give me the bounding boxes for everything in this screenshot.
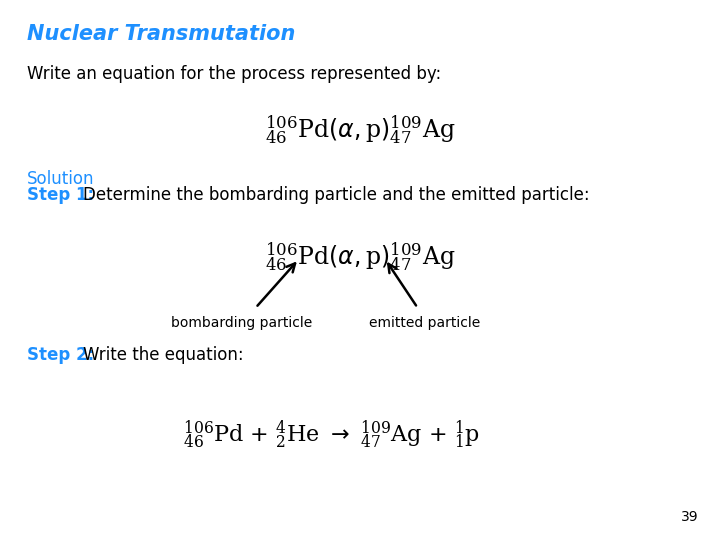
Text: Step 2:: Step 2: [27, 346, 94, 363]
Text: $\mathregular{^{106}_{46}}$Pd$(\alpha,$p$)\mathregular{^{109}_{47}}$Ag: $\mathregular{^{106}_{46}}$Pd$(\alpha,$p… [265, 113, 455, 146]
Text: emitted particle: emitted particle [369, 316, 480, 330]
Text: Write an equation for the process represented by:: Write an equation for the process repres… [27, 65, 441, 83]
Text: Write the equation:: Write the equation: [83, 346, 243, 363]
Text: 39: 39 [681, 510, 698, 524]
Text: Solution: Solution [27, 170, 95, 188]
Text: Nuclear Transmutation: Nuclear Transmutation [27, 24, 296, 44]
Text: $\mathregular{^{106}_{46}}$Pd $+$ $\mathregular{^{4}_{2}}$He $\rightarrow$ $\mat: $\mathregular{^{106}_{46}}$Pd $+$ $\math… [183, 418, 480, 451]
Text: Step 1:: Step 1: [27, 186, 94, 204]
Text: bombarding particle: bombarding particle [171, 316, 312, 330]
Text: Determine the bombarding particle and the emitted particle:: Determine the bombarding particle and th… [83, 186, 590, 204]
Text: $\mathregular{^{106}_{46}}$Pd$(\alpha,$p$)\mathregular{^{109}_{47}}$Ag: $\mathregular{^{106}_{46}}$Pd$(\alpha,$p… [265, 240, 455, 273]
